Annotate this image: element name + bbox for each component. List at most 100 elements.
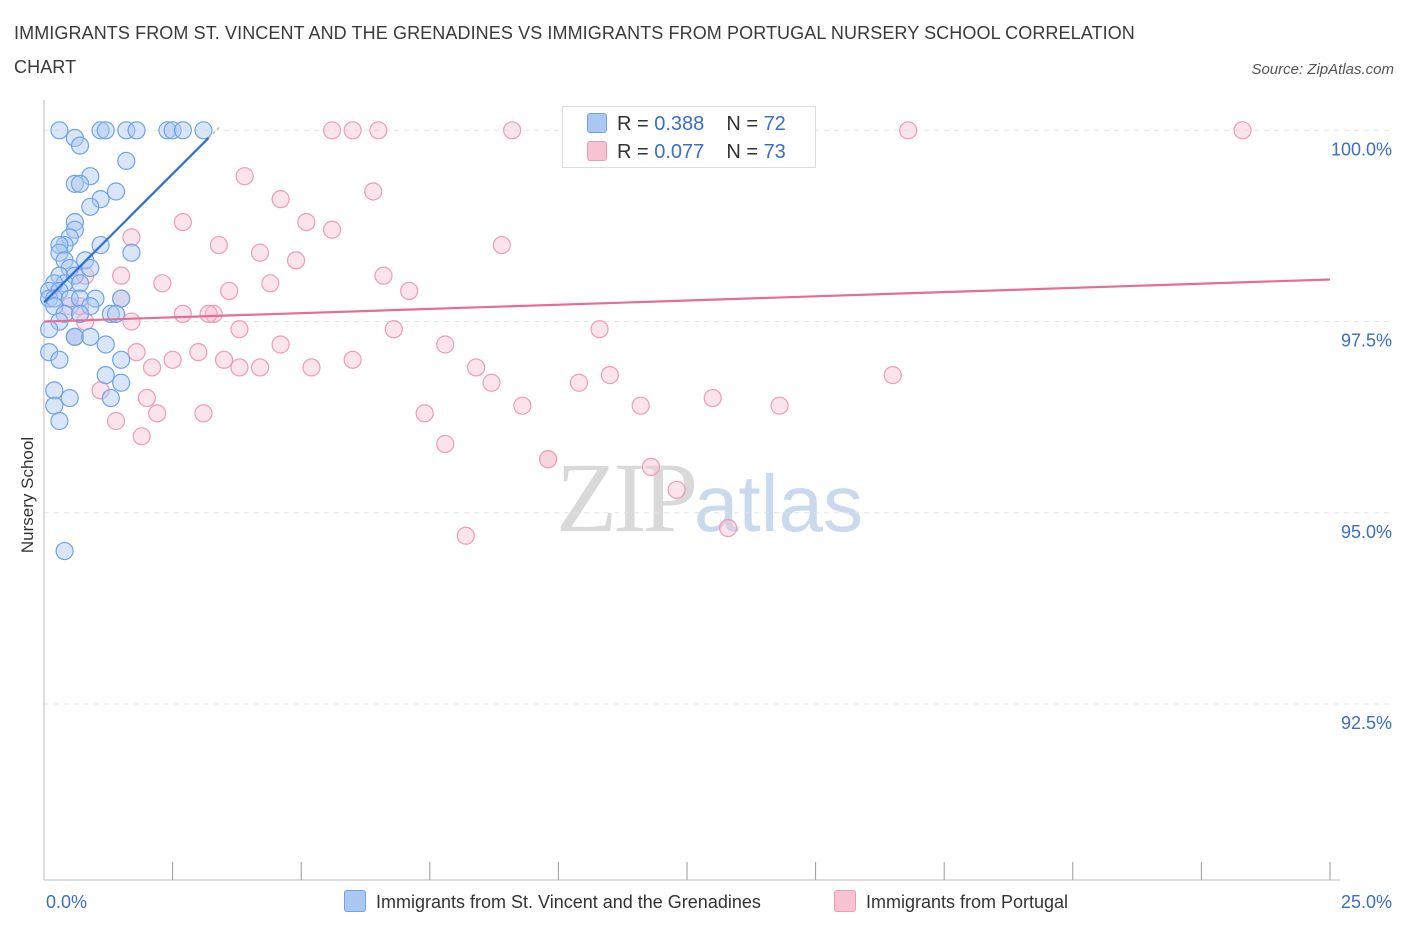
data-point-stvincent: [70, 274, 90, 293]
y-tick-label: 95.0%: [1341, 522, 1392, 542]
data-point-portugal: [214, 350, 234, 369]
data-point-stvincent: [70, 289, 90, 308]
data-point-stvincent: [81, 327, 100, 346]
legend-n-value: 73: [763, 141, 786, 163]
bottom-legend-item-portugal: Immigrants from Portugal: [834, 890, 1068, 913]
bottom-legend-swatch-pink: [834, 890, 856, 912]
data-point-stvincent: [117, 151, 136, 170]
data-point-portugal: [250, 358, 270, 377]
data-point-stvincent: [96, 335, 115, 354]
data-point-stvincent: [70, 136, 90, 155]
correlation-legend: R = 0.388 N = 72 R = 0.077 N = 73: [562, 106, 816, 168]
data-point-stvincent: [65, 174, 84, 193]
data-point-portugal: [374, 266, 393, 285]
bottom-legend-swatch-blue: [344, 890, 366, 912]
data-point-portugal: [503, 121, 522, 140]
data-point-stvincent: [112, 373, 131, 392]
data-point-portugal: [230, 320, 249, 339]
data-point-portugal: [482, 373, 501, 392]
data-point-stvincent: [50, 121, 69, 140]
legend-row-pink: R = 0.077 N = 73: [587, 141, 786, 164]
data-point-portugal: [261, 274, 280, 293]
data-point-portugal: [199, 304, 218, 323]
data-point-portugal: [436, 335, 455, 354]
data-point-portugal: [209, 235, 228, 255]
data-point-portugal: [436, 434, 455, 454]
data-point-portugal: [322, 220, 342, 239]
data-point-portugal: [220, 281, 239, 301]
legend-n-value: 72: [763, 113, 786, 135]
y-tick-label: 97.5%: [1341, 331, 1392, 351]
data-point-portugal: [364, 182, 383, 201]
data-point-portugal: [770, 396, 789, 415]
data-point-portugal: [163, 350, 182, 369]
data-point-stvincent: [101, 388, 120, 408]
data-point-portugal: [230, 358, 249, 377]
data-point-portugal: [189, 343, 208, 362]
data-point-stvincent: [60, 388, 79, 408]
data-point-stvincent: [122, 243, 141, 262]
data-point-stvincent: [96, 121, 115, 140]
data-point-stvincent: [50, 350, 69, 369]
data-point-stvincent: [91, 121, 110, 140]
data-point-stvincent: [70, 304, 90, 323]
bottom-legend-label: Immigrants from Portugal: [866, 892, 1069, 912]
data-point-portugal: [132, 427, 151, 446]
data-point-portugal: [173, 213, 192, 232]
data-point-portugal: [122, 228, 141, 247]
data-point-stvincent: [81, 258, 100, 278]
data-point-portugal: [492, 235, 511, 255]
data-point-stvincent: [194, 121, 213, 140]
x-tick-label: 0.0%: [46, 892, 87, 912]
data-point-stvincent: [81, 197, 100, 216]
data-point-stvincent: [163, 121, 182, 140]
data-point-portugal: [106, 411, 126, 431]
trend-line-stvincent: [43, 137, 210, 304]
data-point-stvincent: [45, 289, 64, 308]
data-point-portugal: [286, 251, 306, 270]
data-point-portugal: [235, 167, 254, 186]
data-point-portugal: [703, 388, 722, 408]
data-point-portugal: [369, 121, 388, 140]
data-point-stvincent: [117, 121, 136, 140]
data-point-portugal: [569, 373, 589, 392]
trend-line-portugal: [43, 278, 1331, 323]
data-point-portugal: [883, 366, 902, 385]
data-point-portugal: [343, 121, 362, 140]
legend-swatch-pink: [587, 141, 607, 161]
data-point-stvincent: [173, 121, 192, 140]
data-point-stvincent: [40, 320, 59, 339]
y-tick-label: 92.5%: [1341, 713, 1392, 733]
legend-r-value: 0.077: [654, 141, 705, 163]
data-point-portugal: [142, 358, 162, 377]
watermark: ZIPatlas: [556, 440, 863, 555]
data-point-stvincent: [112, 350, 131, 369]
legend-r-value: 0.388: [654, 113, 705, 135]
data-point-portugal: [148, 404, 167, 423]
bottom-legend-label: Immigrants from St. Vincent and the Gren…: [376, 892, 761, 912]
data-point-portugal: [1233, 121, 1252, 140]
legend-n-label: N =: [726, 141, 764, 163]
data-point-stvincent: [158, 121, 177, 140]
data-point-portugal: [297, 213, 316, 232]
chart-title: IMMIGRANTS FROM ST. VINCENT AND THE GREN…: [14, 23, 1135, 77]
data-point-portugal: [400, 281, 419, 301]
data-point-stvincent: [106, 182, 126, 201]
data-point-portugal: [384, 320, 403, 339]
data-point-portugal: [194, 404, 213, 423]
legend-n-label: N =: [726, 113, 764, 135]
data-point-portugal: [600, 366, 619, 385]
x-tick-label: 25.0%: [1341, 892, 1392, 912]
bottom-legend-item-stvincent: Immigrants from St. Vincent and the Gren…: [344, 890, 761, 913]
data-point-stvincent: [50, 411, 69, 431]
data-point-portugal: [302, 358, 321, 377]
legend-swatch-blue: [587, 113, 607, 133]
watermark-atlas: atlas: [694, 459, 863, 548]
y-tick-label: 100.0%: [1331, 139, 1392, 159]
data-point-portugal: [322, 121, 342, 140]
data-point-portugal: [204, 304, 223, 323]
data-point-portugal: [112, 266, 131, 285]
data-point-stvincent: [45, 381, 64, 400]
data-point-stvincent: [70, 174, 90, 193]
